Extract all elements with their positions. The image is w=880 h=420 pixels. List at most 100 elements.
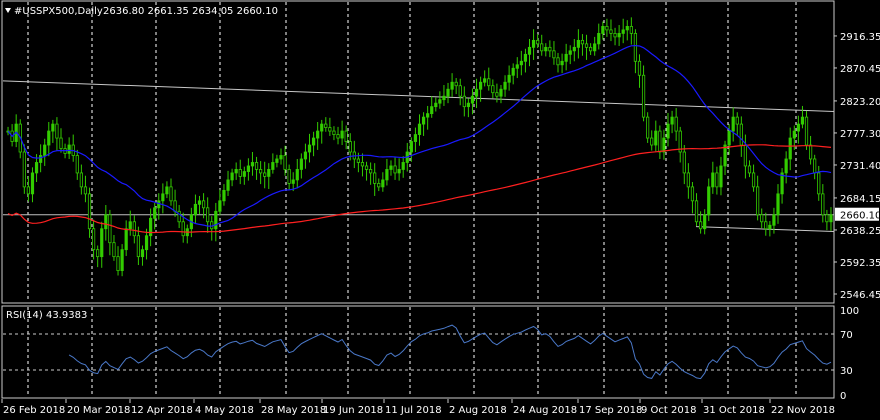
candle-body: [279, 155, 283, 160]
candle-body: [51, 123, 55, 132]
candle-body: [316, 130, 320, 139]
candle-body: [222, 189, 226, 202]
candle-body: [715, 172, 719, 188]
rsi-tick-label: 30: [840, 366, 853, 377]
candle-body: [328, 127, 332, 132]
candle-body: [796, 123, 800, 132]
candle-body: [552, 50, 556, 59]
price-tick-label: 2638.25: [840, 226, 880, 237]
candle-body: [39, 155, 43, 163]
candle-body: [633, 32, 638, 62]
candle-body: [47, 130, 51, 146]
candle-body: [112, 242, 116, 258]
candle-body: [149, 217, 153, 237]
candle-body: [621, 29, 625, 34]
candle-body: [421, 116, 426, 125]
candle-body: [373, 172, 377, 184]
candle-body: [426, 113, 430, 118]
candle-body: [230, 172, 234, 181]
candle-body: [576, 39, 580, 48]
candles: [6, 17, 833, 277]
candle-body: [87, 193, 92, 230]
candle-body: [527, 46, 532, 55]
candle-body: [397, 169, 401, 174]
candle-body: [719, 165, 723, 188]
candle-body: [556, 57, 560, 66]
ma-fast-line: [7, 44, 832, 227]
candle-body: [637, 60, 642, 76]
candle-body: [173, 200, 177, 212]
candle-body: [707, 186, 711, 216]
candle-body: [108, 214, 112, 244]
candle-body: [454, 81, 458, 87]
candle-body: [474, 88, 479, 97]
candle-body: [584, 43, 589, 48]
candle-body: [250, 162, 255, 167]
candle-body: [79, 172, 83, 188]
candle-body: [601, 26, 605, 34]
candle-body: [788, 137, 792, 160]
price-tick-label: 2684.15: [840, 194, 880, 205]
candle-body: [234, 169, 238, 174]
triangle-down-icon[interactable]: [5, 8, 11, 13]
candle-body: [153, 207, 157, 219]
candle-body: [605, 26, 609, 31]
candle-body: [324, 123, 328, 128]
date-tick-label: 17 Sep 2018: [579, 405, 642, 416]
price-tick-label: 2823.20: [840, 97, 880, 108]
candle-body: [523, 53, 528, 62]
candle-body: [735, 116, 739, 125]
candle-body: [540, 43, 544, 52]
candle-body: [124, 228, 128, 251]
candle-body: [658, 130, 662, 153]
candle-body: [116, 256, 120, 272]
candle-body: [242, 171, 246, 177]
candle-body: [499, 88, 503, 97]
candle-body: [678, 130, 682, 153]
candle-body: [593, 43, 597, 52]
current-price-marker: [835, 207, 879, 221]
rsi-tick-label: 0: [840, 391, 846, 402]
candle-body: [544, 46, 548, 52]
candle-body: [181, 221, 185, 237]
candle-body: [417, 123, 422, 135]
candle-body: [564, 53, 568, 62]
candle-body: [22, 151, 26, 188]
candle-body: [226, 179, 230, 191]
candle-body: [768, 224, 772, 230]
candle-body: [825, 214, 829, 223]
candle-body: [670, 116, 674, 125]
candle-body: [690, 186, 695, 202]
candle-body: [34, 162, 39, 174]
candle-body: [377, 182, 381, 188]
date-tick-label: 24 Aug 2018: [513, 405, 577, 416]
candle-body: [214, 210, 218, 230]
candle-body: [43, 144, 47, 156]
date-tick-label: 26 Feb 2018: [3, 405, 65, 416]
candle-body: [479, 81, 483, 90]
candle-body: [401, 162, 405, 170]
rsi-header-label: RSI(14) 43.9383: [6, 310, 87, 321]
ma-slow-line: [7, 144, 832, 234]
candle-body: [662, 137, 666, 153]
candle-body: [100, 228, 104, 258]
candle-body: [536, 39, 540, 45]
candle-body: [385, 169, 389, 181]
candle-body: [674, 116, 678, 132]
candle-body: [67, 144, 71, 154]
moving-averages: [7, 44, 832, 234]
candle-body: [703, 214, 707, 230]
candle-body: [96, 249, 100, 258]
price-axis: 2916.35 2870.45 2823.20 2777.30 2731.40 2684.…: [834, 32, 880, 301]
candle-body: [808, 144, 813, 160]
rsi-indicator: [3, 324, 834, 380]
price-tick-label: 2731.40: [840, 161, 880, 172]
resistance-trendline: [2, 80, 835, 113]
candle-body: [369, 169, 373, 174]
date-tick-label: 11 Jul 2018: [385, 405, 442, 416]
candle-body: [120, 249, 124, 272]
candle-body: [161, 193, 165, 202]
candle-body: [59, 137, 63, 149]
candle-body: [263, 172, 267, 177]
candle-body: [617, 32, 621, 38]
